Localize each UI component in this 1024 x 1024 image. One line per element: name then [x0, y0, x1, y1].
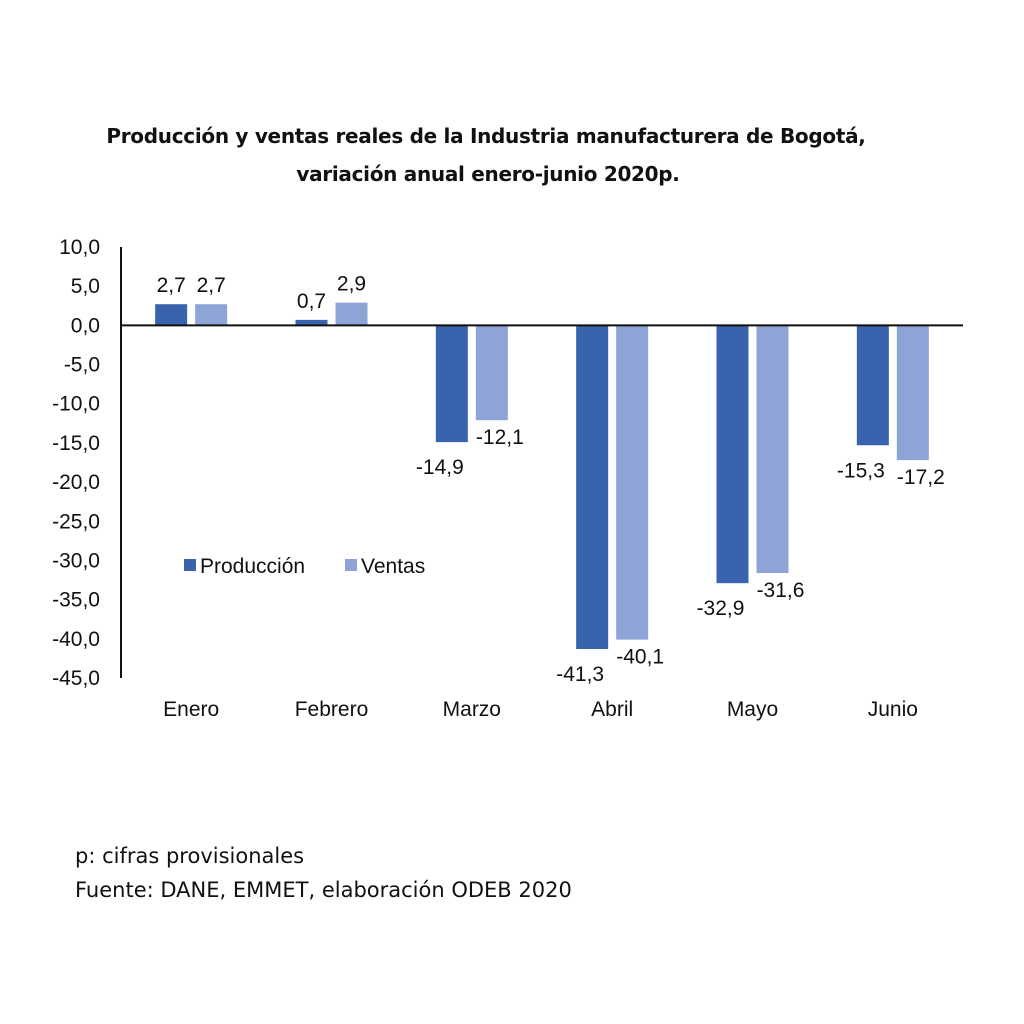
footnote-provisional: p: cifras provisionales: [75, 844, 305, 868]
data-label: 2,9: [337, 273, 366, 296]
data-label: 0,7: [297, 290, 326, 313]
data-label: -12,1: [476, 426, 524, 449]
bar-produccion: [716, 325, 749, 584]
bar-produccion: [856, 325, 889, 446]
data-label: -17,2: [897, 466, 945, 489]
bar-produccion: [435, 325, 468, 443]
category-label: Enero: [163, 698, 219, 721]
category-labels: Enero Febrero Marzo Abril Mayo Junio: [163, 698, 918, 721]
chart-subtitle: variación anual enero-junio 2020p.: [296, 162, 680, 186]
bar-produccion: [155, 304, 188, 326]
category-label: Mayo: [727, 698, 778, 721]
data-label: -14,9: [416, 456, 464, 479]
bars: [155, 302, 929, 650]
y-tick-label: -45,0: [52, 667, 100, 690]
y-tick-label: 0,0: [71, 314, 100, 337]
data-label: -31,6: [757, 579, 805, 602]
data-label: -32,9: [697, 597, 745, 620]
data-label: -15,3: [837, 459, 885, 482]
chart-title: Producción y ventas reales de la Industr…: [106, 124, 866, 148]
y-tick-label: -25,0: [52, 510, 100, 533]
legend: Producción Ventas: [184, 555, 425, 578]
y-tick-label: 10,0: [59, 236, 100, 259]
y-tick-label: -40,0: [52, 628, 100, 651]
bar-ventas: [756, 325, 789, 573]
y-tick-label: -5,0: [64, 354, 100, 377]
y-tick-label: -30,0: [52, 549, 100, 572]
bar-ventas: [335, 302, 368, 326]
y-tick-label: -15,0: [52, 432, 100, 455]
bar-ventas: [475, 325, 508, 421]
category-label: Marzo: [443, 698, 501, 721]
data-label: 2,7: [157, 274, 186, 297]
legend-swatch-produccion: [184, 559, 196, 571]
bar-produccion: [576, 325, 609, 650]
y-tick-label: 5,0: [71, 275, 100, 298]
category-label: Junio: [868, 698, 918, 721]
legend-label-ventas: Ventas: [361, 555, 425, 578]
y-tick-label: -10,0: [52, 393, 100, 416]
data-label: -41,3: [556, 663, 604, 686]
legend-swatch-ventas: [345, 559, 357, 571]
y-axis-ticks: 10,0 5,0 0,0 -5,0 -10,0 -15,0 -20,0 -25,0 -30,0 -…: [52, 236, 100, 690]
category-label: Abril: [591, 698, 633, 721]
bar-ventas: [896, 325, 929, 461]
data-label: -40,1: [616, 646, 664, 669]
y-tick-label: -35,0: [52, 589, 100, 612]
bar-produccion: [295, 319, 328, 326]
category-label: Febrero: [295, 698, 369, 721]
bar-ventas: [616, 325, 649, 640]
data-label: 2,7: [197, 274, 226, 297]
footnote-source: Fuente: DANE, EMMET, elaboración ODEB 20…: [75, 878, 572, 902]
data-labels: 2,7 2,7 0,7 2,9 -14,9 -12,1 -41,3 -40,1 -32,9 -31…: [157, 273, 945, 686]
legend-label-produccion: Producción: [200, 555, 305, 578]
y-tick-label: -20,0: [52, 471, 100, 494]
bar-ventas: [195, 304, 228, 326]
